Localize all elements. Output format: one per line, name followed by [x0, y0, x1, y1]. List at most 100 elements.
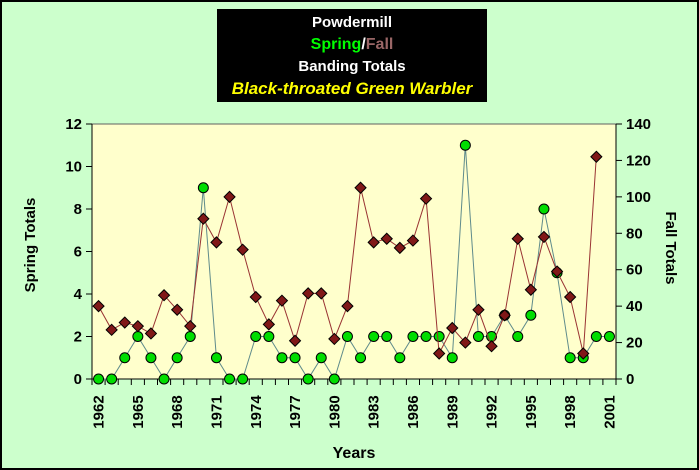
right-axis-tick-label: 80: [626, 225, 643, 242]
fall-data-point: [367, 236, 380, 249]
spring-series-line: [98, 145, 610, 381]
fall-data-point: [341, 299, 354, 313]
fall-data-point: [236, 243, 249, 256]
right-axis-tick-label: 60: [626, 262, 643, 279]
spring-data-point: [525, 309, 537, 321]
x-axis-tick-label: 1965: [130, 395, 147, 428]
spring-data-point: [184, 331, 196, 342]
title-line-season-legend: Spring/Fall: [311, 34, 394, 56]
left-axis-tick-label: 2: [74, 329, 82, 346]
fall-data-point: [563, 290, 577, 304]
fall-data-point: [328, 332, 341, 346]
right-axis-tick-label: 140: [626, 116, 651, 133]
spring-data-point: [420, 331, 432, 342]
x-axis-tick-label: 1986: [405, 395, 422, 428]
x-axis-tick-label: 1998: [562, 395, 579, 428]
fall-data-point: [301, 287, 315, 300]
spring-data-point: [106, 373, 118, 385]
fall-data-point: [131, 319, 145, 333]
spring-data-point: [224, 373, 236, 385]
fall-data-point: [157, 289, 171, 302]
fall-data-point: [223, 190, 236, 204]
spring-data-point: [590, 331, 602, 342]
left-axis-tick-label: 0: [74, 371, 82, 388]
plot-area: [92, 124, 616, 379]
spring-data-point: [197, 182, 209, 194]
left-axis-title: Spring Totals: [22, 197, 39, 293]
spring-data-point: [302, 373, 314, 385]
x-axis-tick-label: 2001: [601, 395, 618, 428]
fall-data-point: [170, 303, 184, 316]
spring-data-point: [381, 331, 393, 342]
spring-data-point: [368, 331, 380, 342]
fall-data-point: [315, 287, 328, 300]
fall-data-point: [419, 192, 433, 205]
fall-data-point: [498, 309, 511, 322]
spring-data-point: [145, 352, 157, 364]
fall-data-point: [92, 299, 105, 313]
spring-data-point: [564, 352, 576, 364]
x-axis-title: Years: [332, 445, 376, 462]
title-line-powdermill: Powdermill: [311, 13, 393, 31]
spring-data-point: [394, 352, 406, 364]
x-axis-tick-label: 1971: [208, 395, 225, 428]
title-line-species: Black-throated Green Warbler: [231, 78, 473, 98]
spring-data-point: [459, 139, 471, 151]
right-axis-title: Fall Totals: [662, 211, 679, 285]
x-axis-tick-label: 1989: [444, 395, 461, 428]
fall-data-point: [197, 212, 210, 225]
fall-data-point: [184, 319, 197, 333]
spring-data-point: [289, 352, 301, 364]
right-axis-tick-label: 0: [626, 371, 634, 388]
left-axis-tick-label: 12: [65, 116, 82, 133]
fall-data-point: [459, 336, 472, 349]
legend-separator: /: [361, 35, 366, 53]
chart-title-box: Powdermill Spring/Fall Banding Totals Bl…: [217, 9, 487, 102]
fall-data-point: [446, 321, 459, 335]
fall-data-point: [354, 181, 367, 194]
spring-data-point: [341, 331, 353, 342]
left-axis-tick-label: 6: [74, 244, 82, 261]
spring-data-point: [237, 373, 249, 385]
fall-data-point: [262, 318, 276, 331]
left-axis-tick-label: 4: [74, 286, 83, 303]
spring-data-point: [355, 352, 367, 364]
fall-data-point: [144, 327, 158, 340]
x-axis-tick-label: 1974: [248, 395, 265, 429]
right-axis-tick-label: 100: [626, 189, 651, 206]
fall-data-point: [511, 232, 524, 245]
spring-data-point: [538, 203, 550, 215]
fall-data-point: [105, 323, 118, 337]
title-line-banding-totals: Banding Totals: [298, 57, 406, 75]
x-axis-tick-label: 1977: [287, 395, 304, 428]
spring-data-point: [119, 352, 131, 364]
spring-data-point: [171, 352, 183, 364]
x-axis-tick-label: 1983: [366, 395, 383, 428]
fall-data-point: [380, 232, 393, 245]
x-axis-tick-label: 1995: [523, 395, 540, 428]
fall-data-point: [577, 347, 590, 360]
spring-data-point: [132, 331, 144, 342]
spring-data-point: [328, 373, 340, 385]
legend-fall-label: Fall: [365, 35, 394, 53]
right-axis-tick-label: 120: [626, 152, 651, 169]
x-axis-tick-label: 1968: [169, 395, 186, 428]
x-axis-tick-label: 1992: [484, 395, 501, 428]
fall-data-point: [472, 303, 485, 316]
fall-data-point: [249, 290, 262, 304]
fall-data-point: [118, 316, 131, 329]
spring-data-point: [93, 373, 105, 385]
spring-data-point: [472, 331, 484, 342]
spring-data-point: [433, 331, 445, 342]
left-axis-tick-label: 10: [65, 159, 82, 176]
fall-data-point: [550, 265, 564, 278]
fall-data-point: [288, 334, 302, 347]
x-axis-tick-label: 1980: [326, 395, 343, 428]
spring-data-point: [446, 352, 458, 364]
spring-data-point: [407, 331, 419, 342]
fall-data-point: [537, 230, 551, 244]
fall-data-point: [432, 347, 446, 360]
legend-spring-label: Spring: [310, 35, 362, 53]
